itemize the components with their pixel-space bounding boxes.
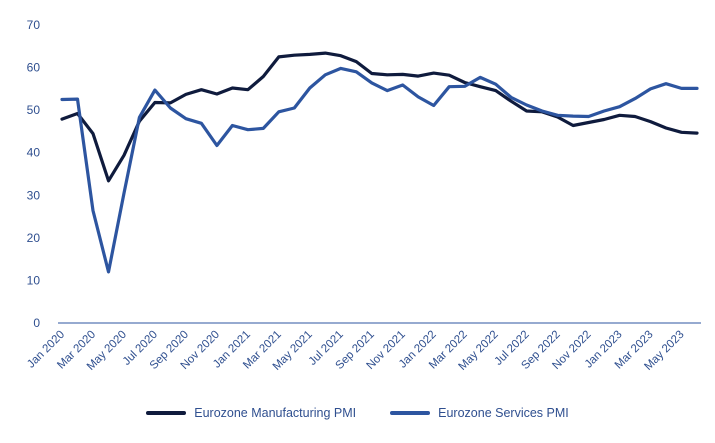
- series-line-manufacturing: [60, 51, 699, 183]
- y-tick-label: 40: [27, 146, 41, 160]
- legend-swatch-services: [390, 411, 431, 415]
- legend-label-services: Eurozone Services PMI: [438, 406, 569, 420]
- y-axis: 0 10 20 30 40 50 60 70: [27, 18, 41, 330]
- legend: Eurozone Manufacturing PMI Eurozone Serv…: [0, 400, 715, 426]
- y-tick-label: 60: [27, 61, 41, 75]
- y-tick-label: 0: [33, 316, 40, 330]
- series-lines: [60, 51, 699, 274]
- y-tick-label: 20: [27, 231, 41, 245]
- legend-item-manufacturing: Eurozone Manufacturing PMI: [146, 406, 356, 420]
- y-tick-label: 10: [27, 273, 41, 287]
- legend-label-manufacturing: Eurozone Manufacturing PMI: [194, 406, 357, 420]
- y-tick-label: 70: [27, 18, 41, 32]
- series-line-services: [60, 66, 699, 274]
- legend-swatch-manufacturing: [146, 411, 187, 415]
- y-tick-label: 50: [27, 103, 41, 117]
- legend-item-services: Eurozone Services PMI: [390, 406, 569, 420]
- y-tick-label: 30: [27, 188, 41, 202]
